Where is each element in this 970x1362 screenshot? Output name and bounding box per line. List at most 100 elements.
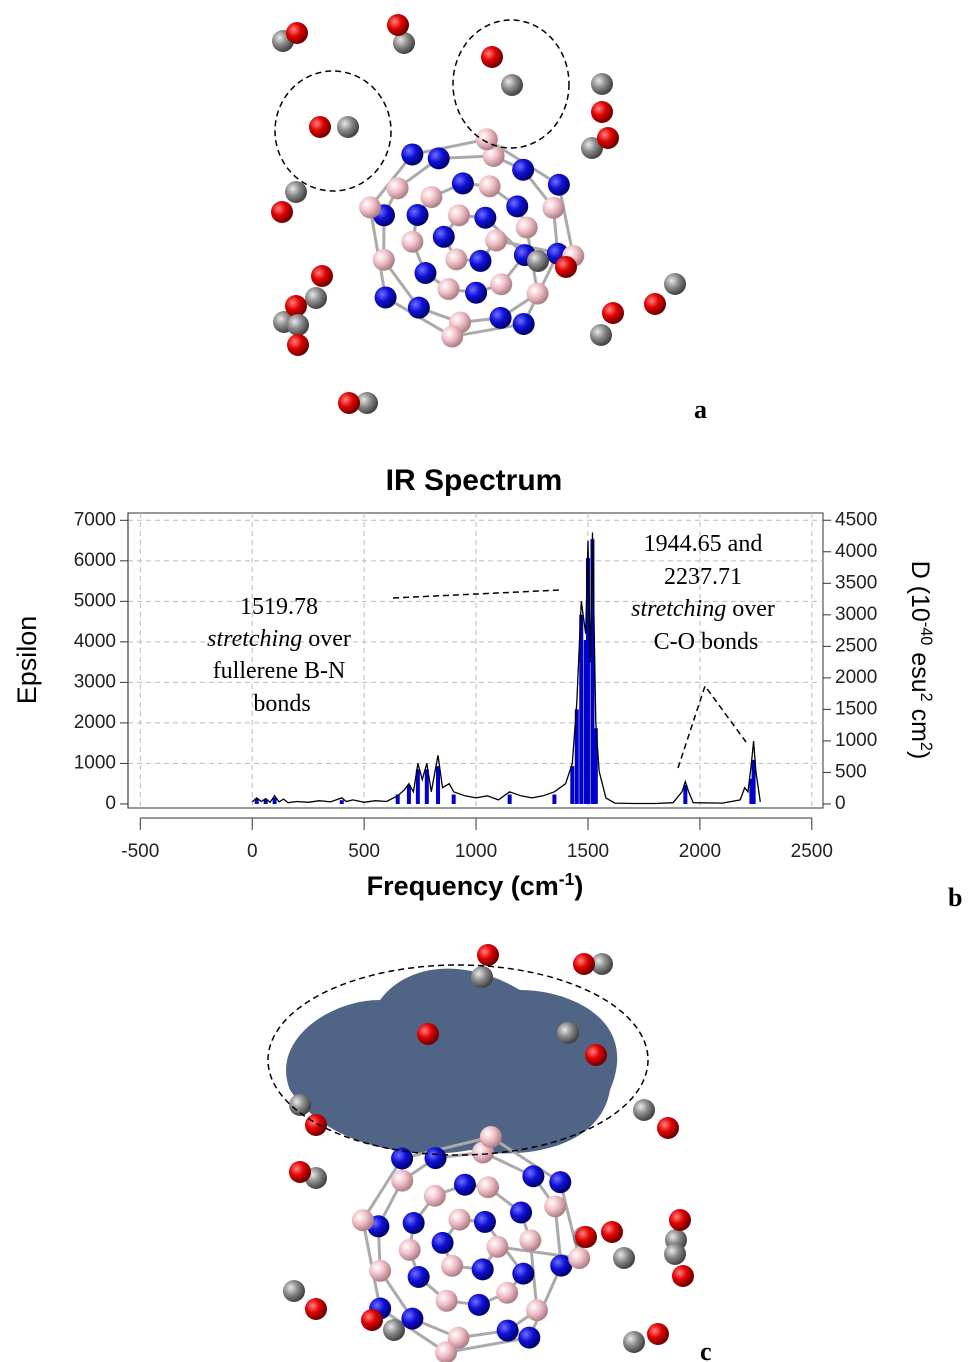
atom xyxy=(283,1280,305,1302)
y2-tick-label: 1500 xyxy=(835,698,877,719)
atom xyxy=(338,392,360,414)
atom xyxy=(542,196,565,219)
atom xyxy=(591,101,613,123)
bond xyxy=(445,1336,530,1354)
bar xyxy=(593,728,598,804)
label-part: -1 xyxy=(559,869,575,889)
y2-tick-label: 3000 xyxy=(835,604,877,625)
atom xyxy=(527,250,549,272)
atom xyxy=(485,229,508,252)
atom xyxy=(441,1254,464,1277)
atom xyxy=(518,1326,541,1349)
panel-label: b xyxy=(948,883,962,912)
bar xyxy=(254,798,259,804)
atom xyxy=(398,1238,421,1261)
atom xyxy=(547,173,570,196)
y-tick-label: 7000 xyxy=(74,509,116,530)
y-tick-label: 1000 xyxy=(74,752,116,773)
bar xyxy=(579,614,584,804)
bar xyxy=(552,794,557,804)
y2-tick-label: 3500 xyxy=(835,572,877,593)
atom xyxy=(337,116,359,138)
atom xyxy=(451,172,474,195)
x-tick-label: 0 xyxy=(247,841,258,862)
bond xyxy=(412,137,488,156)
atom xyxy=(289,1161,311,1183)
y-axis-label: Epsilon xyxy=(12,616,42,705)
highlight-circle xyxy=(267,964,649,1156)
atom xyxy=(585,1044,607,1066)
atom xyxy=(613,1247,635,1269)
atom xyxy=(435,1341,458,1362)
highlight-circle xyxy=(274,70,392,192)
atom xyxy=(496,1319,519,1342)
bar xyxy=(583,640,588,804)
atom xyxy=(391,1169,414,1192)
atom xyxy=(285,295,307,317)
atom xyxy=(474,206,497,229)
bar xyxy=(570,766,575,804)
y2-tick-label: 2500 xyxy=(835,635,877,656)
bar xyxy=(585,558,590,804)
molecule-c xyxy=(267,944,694,1362)
atom xyxy=(490,273,513,296)
label-part: -40 xyxy=(917,622,935,646)
atom xyxy=(447,204,470,227)
atom xyxy=(361,1309,383,1331)
y2-tick-label: 0 xyxy=(835,793,846,814)
x-tick-label: 2500 xyxy=(791,841,833,862)
atom xyxy=(623,1331,645,1353)
atom xyxy=(414,262,437,285)
y-tick-label: 3000 xyxy=(74,671,116,692)
label-part: Frequency (cm xyxy=(367,871,559,901)
label-part: cm xyxy=(906,702,934,742)
atom xyxy=(423,1184,446,1207)
y-tick-label: 6000 xyxy=(74,550,116,571)
atom xyxy=(519,1229,542,1252)
label-part: ) xyxy=(906,751,934,759)
panel-label: c xyxy=(700,1337,712,1362)
bond xyxy=(451,322,524,339)
x-tick-label: 1000 xyxy=(455,841,497,862)
atom xyxy=(289,1094,311,1116)
bar xyxy=(451,794,456,804)
atom xyxy=(407,1265,430,1288)
panel-label: a xyxy=(694,395,707,424)
x-axis-label: Frequency (cm-1) xyxy=(367,869,584,901)
atom xyxy=(386,177,409,200)
bar xyxy=(574,709,579,804)
annotation-pointer xyxy=(677,684,747,769)
atom xyxy=(664,273,686,295)
bar xyxy=(415,769,420,804)
bar xyxy=(683,785,688,804)
bond xyxy=(361,1157,404,1222)
atom xyxy=(305,287,327,309)
atom xyxy=(481,46,503,68)
atom xyxy=(431,1231,454,1254)
atom xyxy=(473,1210,496,1233)
bar xyxy=(507,794,512,804)
atom xyxy=(657,1117,679,1139)
atom xyxy=(647,1323,669,1345)
y2-tick-label: 1000 xyxy=(835,730,877,751)
atom xyxy=(633,1099,655,1121)
atom xyxy=(512,158,535,181)
atom xyxy=(351,1209,374,1232)
y2-axis-label: D (10-40 esu2 cm2) xyxy=(906,561,935,760)
atom xyxy=(672,1265,694,1287)
x-tick-label: -500 xyxy=(121,841,159,862)
atom xyxy=(359,196,382,219)
atom xyxy=(478,175,501,198)
atom xyxy=(445,248,468,271)
atom xyxy=(287,314,309,336)
molecule-a xyxy=(271,14,686,414)
atom xyxy=(305,1298,327,1320)
atom xyxy=(287,334,309,356)
atom xyxy=(437,278,460,301)
atom xyxy=(522,1165,545,1188)
y2-tick-label: 500 xyxy=(835,761,867,782)
atom xyxy=(515,216,538,239)
atom xyxy=(448,1208,471,1231)
y-tick-label: 0 xyxy=(105,793,116,814)
